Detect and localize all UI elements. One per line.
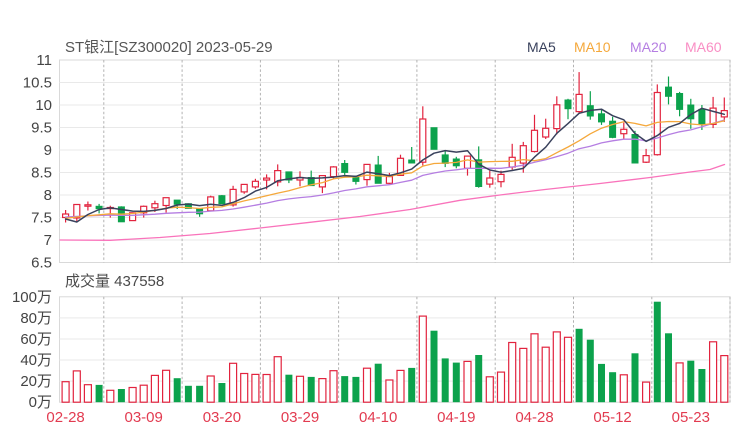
svg-text:9: 9 [44,142,52,159]
svg-text:03-29: 03-29 [281,409,319,426]
svg-text:8: 8 [44,187,52,204]
svg-text:20万: 20万 [20,373,52,390]
svg-text:02-28: 02-28 [46,409,84,426]
svg-text:80万: 80万 [20,310,52,327]
svg-text:7: 7 [44,232,52,249]
svg-text:03-20: 03-20 [203,409,241,426]
svg-text:10.5: 10.5 [23,75,52,92]
svg-text:6.5: 6.5 [31,255,52,272]
svg-text:ST银江[SZ300020] 2023-05-29: ST银江[SZ300020] 2023-05-29 [65,39,273,56]
svg-text:04-10: 04-10 [359,409,397,426]
svg-text:03-09: 03-09 [125,409,163,426]
svg-text:10: 10 [35,97,52,114]
svg-text:7.5: 7.5 [31,210,52,227]
svg-text:40万: 40万 [20,352,52,369]
svg-text:11: 11 [36,52,52,69]
svg-text:100万: 100万 [12,289,52,306]
svg-text:0万: 0万 [29,394,52,411]
svg-text:MA20: MA20 [630,39,667,55]
svg-text:MA60: MA60 [685,39,722,55]
svg-text:8.5: 8.5 [31,165,52,182]
svg-text:04-28: 04-28 [515,409,553,426]
svg-text:MA5: MA5 [527,39,556,55]
svg-text:成交量 437558: 成交量 437558 [65,272,164,290]
svg-text:05-12: 05-12 [593,409,631,426]
svg-text:04-19: 04-19 [437,409,475,426]
svg-text:05-23: 05-23 [672,409,710,426]
svg-text:MA10: MA10 [574,39,611,55]
svg-text:60万: 60万 [20,331,52,348]
svg-text:9.5: 9.5 [31,120,52,137]
